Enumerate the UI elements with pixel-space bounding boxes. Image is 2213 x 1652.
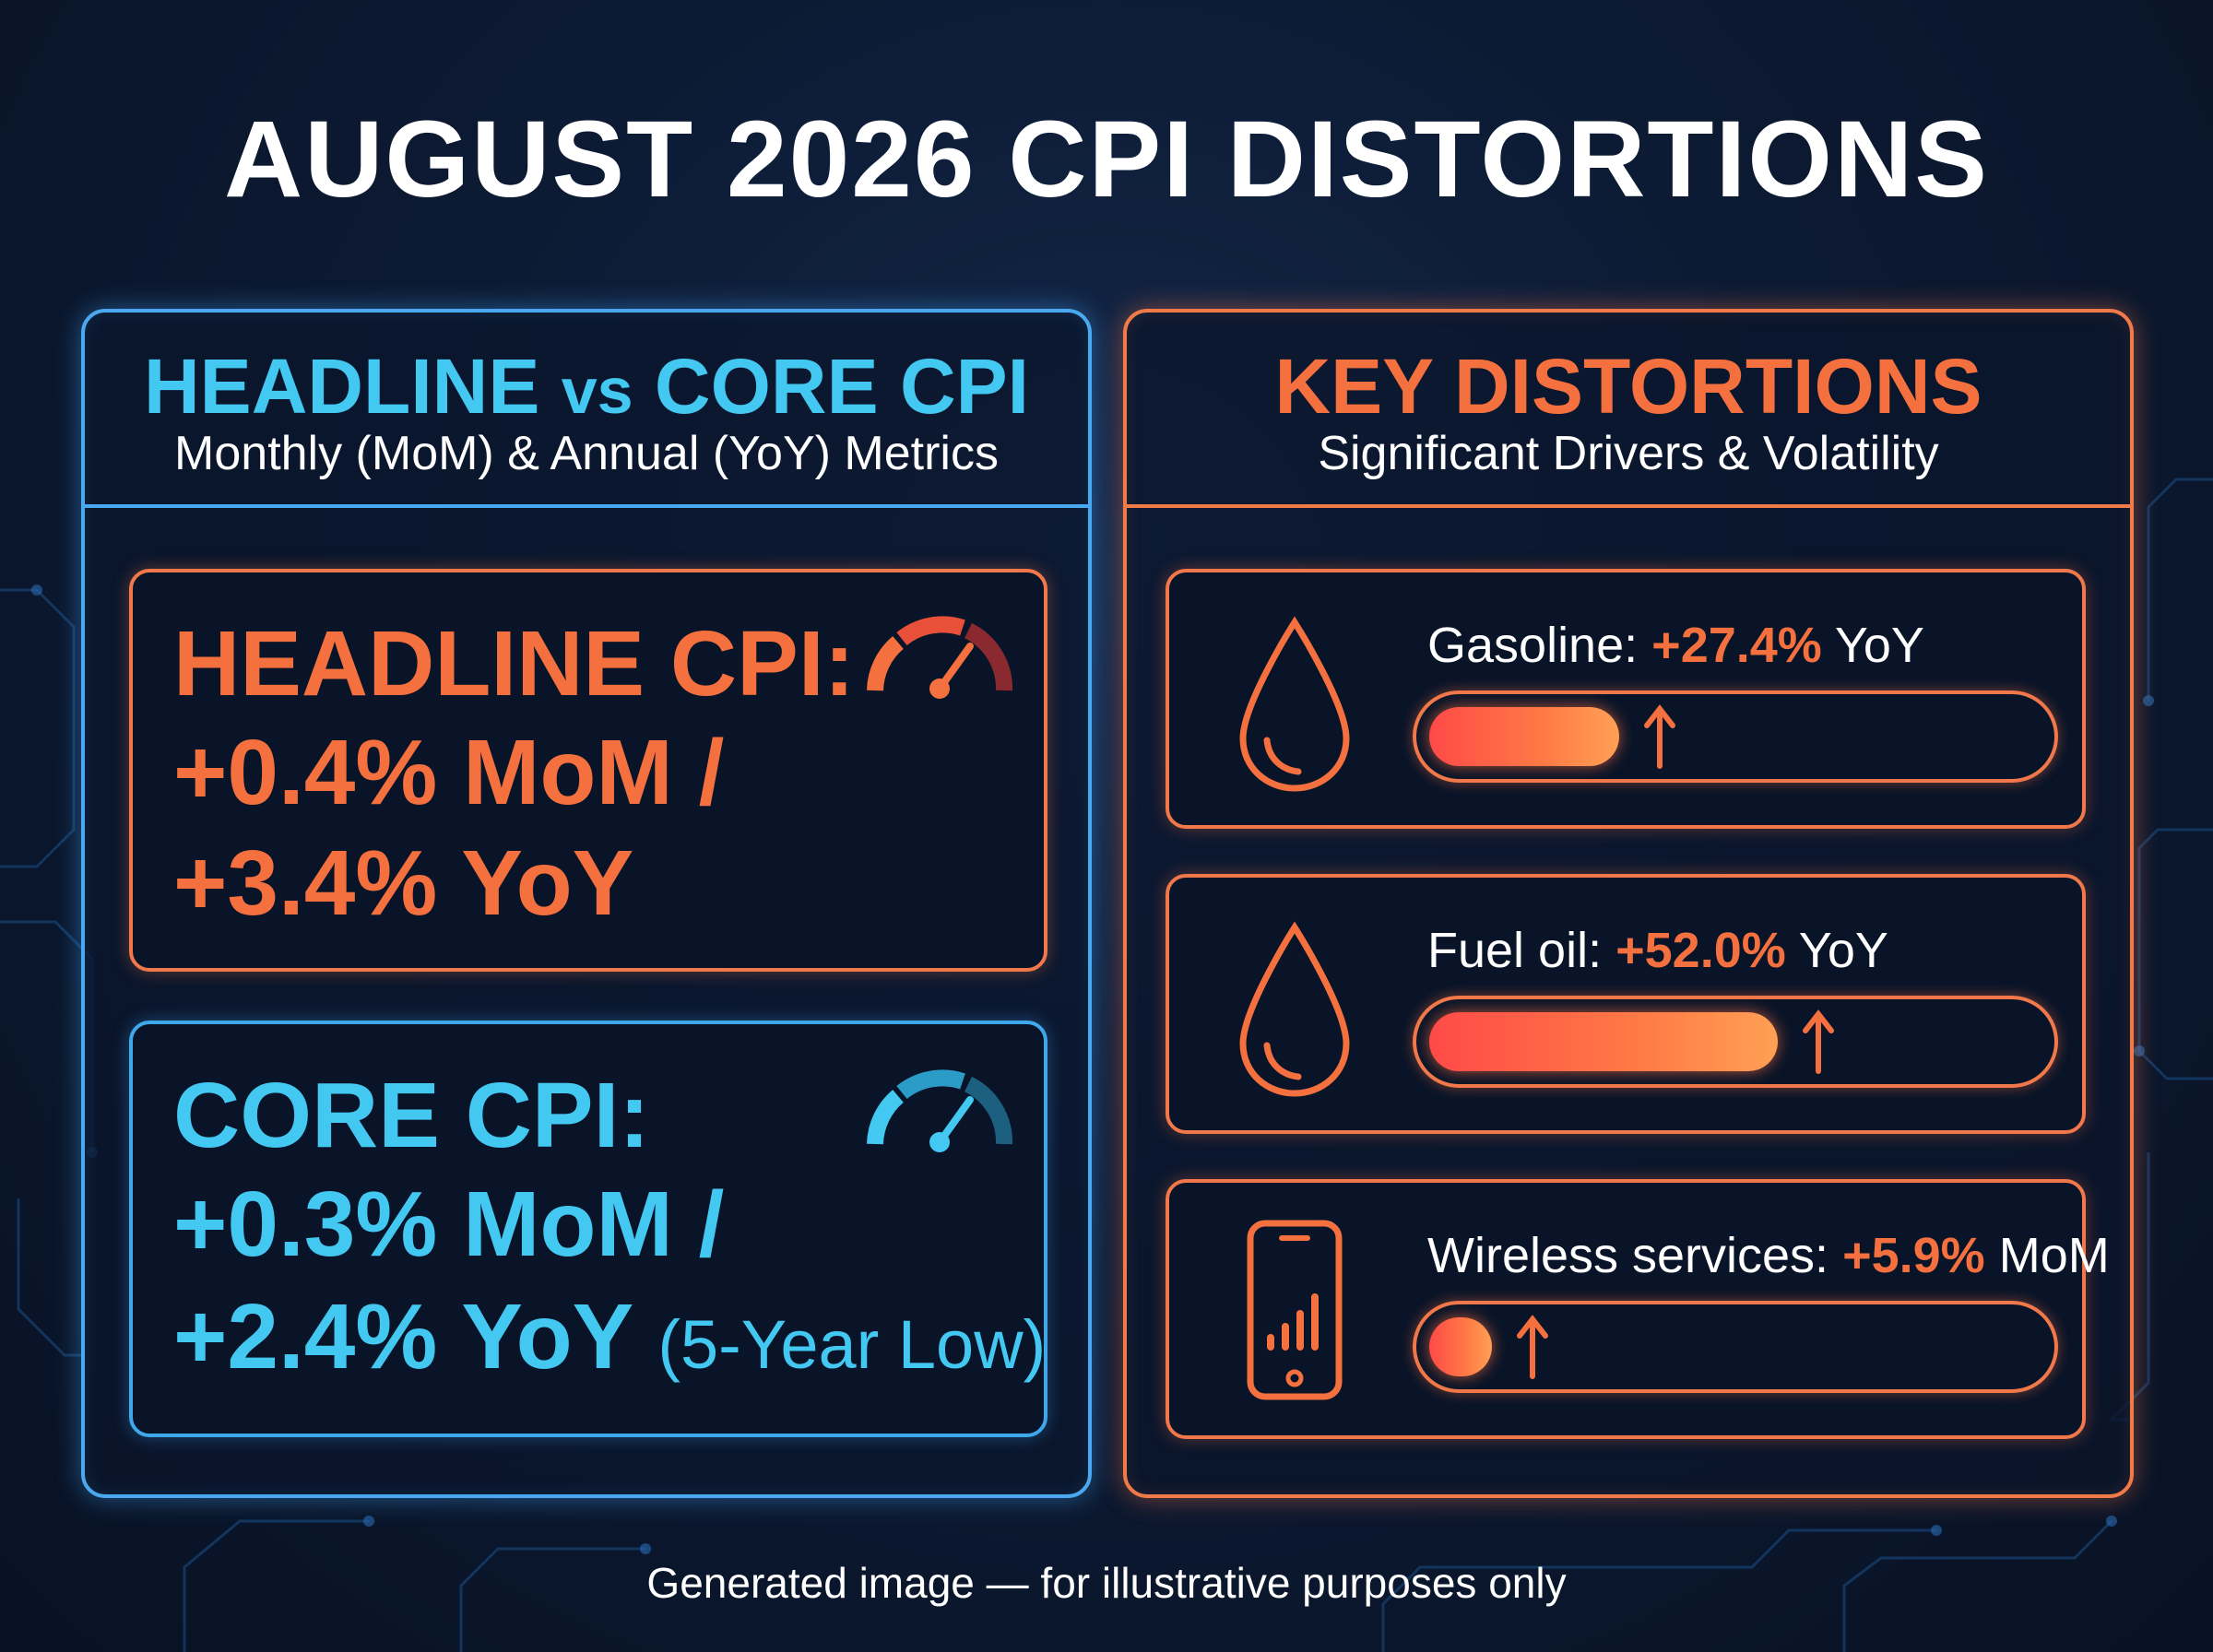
headline-cpi-card: HEADLINE CPI: +0.4% MoM / +3.4% YoY <box>129 569 1047 972</box>
distortion-unit: YoY <box>1834 618 1924 673</box>
headline-cpi-label: HEADLINE CPI: <box>173 612 855 715</box>
arrow-up-icon <box>1803 1009 1834 1074</box>
progress-track <box>1413 996 2058 1088</box>
smartphone-signal-icon <box>1247 1220 1343 1400</box>
core-cpi-yoy-line: +2.4% YoY (5-Year Low) <box>173 1284 1046 1390</box>
core-cpi-yoy: +2.4% YoY <box>173 1285 633 1388</box>
panel-title: HEADLINE vs CORE CPI <box>85 342 1088 431</box>
distortion-value: +5.9% <box>1842 1228 1985 1283</box>
progress-track <box>1413 690 2058 783</box>
droplet-icon <box>1239 921 1350 1097</box>
panel-header: HEADLINE vs CORE CPI Monthly (MoM) & Ann… <box>85 313 1088 508</box>
distortion-label: Gasoline: <box>1427 618 1639 673</box>
core-cpi-card: CORE CPI: +0.3% MoM / +2.4% YoY (5-Year … <box>129 1021 1047 1437</box>
progress-fill <box>1429 1012 1778 1071</box>
distortion-item-gasoline: Gasoline: +27.4% YoY <box>1166 569 2086 829</box>
distortion-unit: MoM <box>1998 1228 2110 1283</box>
distortion-value: +27.4% <box>1651 618 1822 673</box>
distortion-label-row: Wireless services: +5.9% MoM <box>1427 1227 2110 1284</box>
distortion-label-row: Fuel oil: +52.0% YoY <box>1427 922 1888 979</box>
panel-subtitle: Significant Drivers & Volatility <box>1318 427 1939 480</box>
panel-header: KEY DISTORTIONS Significant Drivers & Vo… <box>1127 313 2130 508</box>
panel-title: KEY DISTORTIONS <box>1274 343 1982 430</box>
distortion-value: +52.0% <box>1615 923 1786 978</box>
panel-subtitle: Monthly (MoM) & Annual (YoY) Metrics <box>174 427 999 480</box>
panel-title-vs: vs <box>561 355 633 427</box>
headline-cpi-yoy: +3.4% YoY <box>173 832 634 935</box>
progress-track <box>1413 1301 2058 1393</box>
progress-fill <box>1429 707 1619 766</box>
distortion-item-wireless: Wireless services: +5.9% MoM <box>1166 1179 2110 1439</box>
arrow-up-icon <box>1644 704 1675 769</box>
panel-title-core: CORE CPI <box>654 343 1029 430</box>
headline-cpi-mom: +0.4% MoM / <box>173 721 725 824</box>
core-cpi-note: (5-Year Low) <box>657 1306 1047 1383</box>
distortion-label-row: Gasoline: +27.4% YoY <box>1427 617 1924 674</box>
distortion-label: Fuel oil: <box>1427 923 1603 978</box>
core-cpi-label: CORE CPI: <box>173 1064 650 1167</box>
panel-title-headline: HEADLINE <box>144 343 540 430</box>
progress-fill <box>1429 1317 1492 1376</box>
distortion-item-fuel-oil: Fuel oil: +52.0% YoY <box>1166 874 2086 1134</box>
speedometer-icon <box>867 616 1013 699</box>
droplet-icon <box>1239 616 1350 792</box>
distortion-unit: YoY <box>1798 923 1888 978</box>
page-title: AUGUST 2026 CPI DISTORTIONS <box>224 99 1989 220</box>
speedometer-icon <box>867 1069 1013 1152</box>
core-cpi-mom: +0.3% MoM / <box>173 1173 725 1276</box>
footer-disclaimer: Generated image — for illustrative purpo… <box>646 1559 1567 1607</box>
arrow-up-icon <box>1517 1315 1548 1379</box>
distortion-label: Wireless services: <box>1427 1228 1829 1283</box>
